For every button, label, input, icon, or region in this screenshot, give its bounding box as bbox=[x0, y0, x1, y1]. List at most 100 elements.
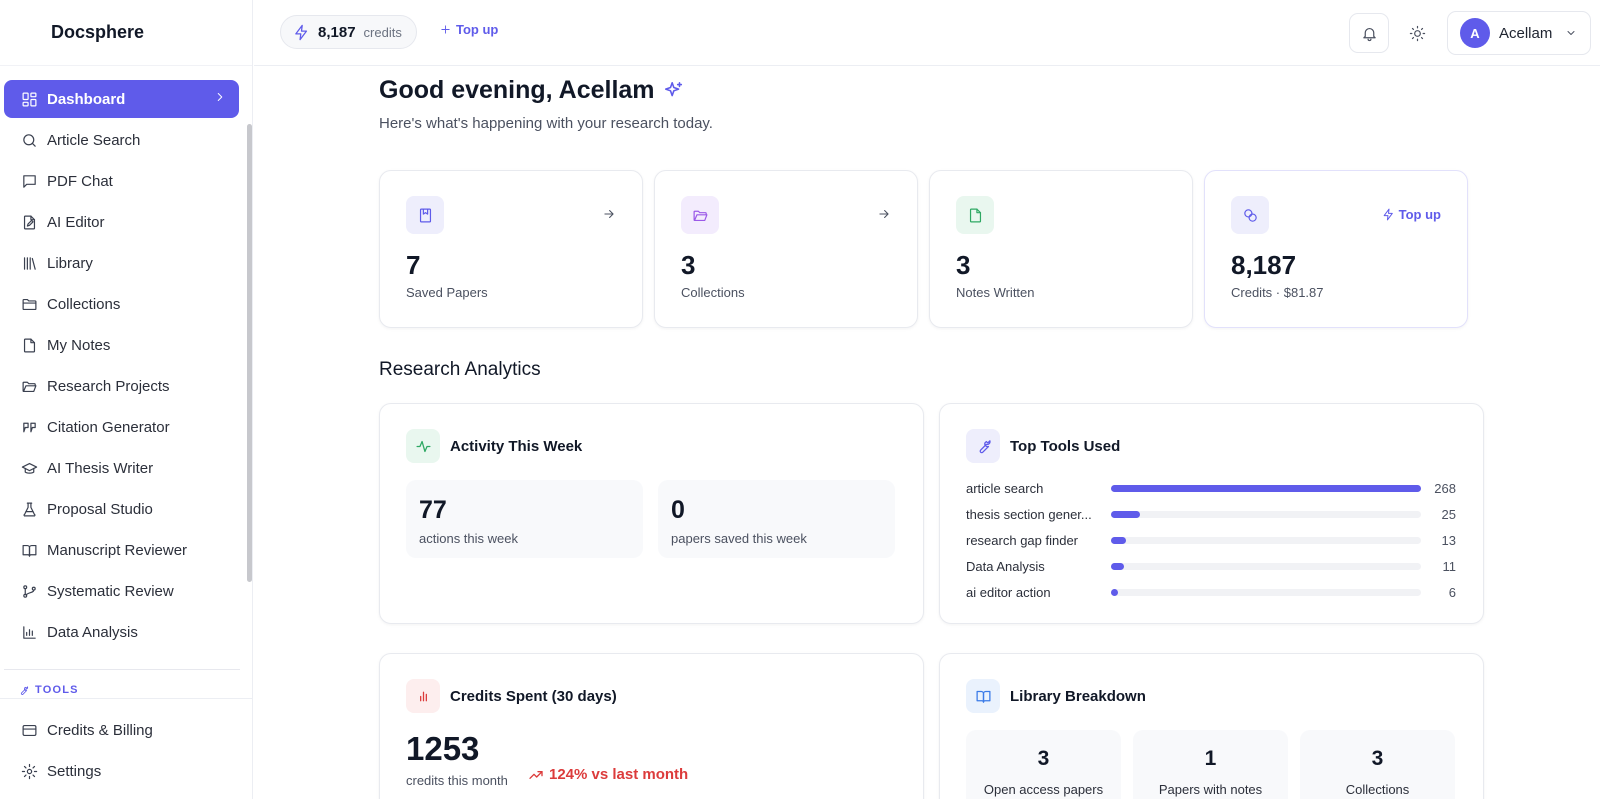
sidebar-item-proposal-studio[interactable]: Proposal Studio bbox=[4, 490, 239, 528]
stat-label: Collections bbox=[681, 285, 745, 300]
credits-card[interactable]: Top up 8,187 Credits · $81.87 bbox=[1204, 170, 1468, 328]
sidebar-item-label: Research Projects bbox=[47, 377, 170, 395]
user-name: Acellam bbox=[1499, 24, 1553, 42]
tool-bar-track bbox=[1111, 562, 1421, 570]
panel-title: Activity This Week bbox=[450, 437, 583, 455]
sidebar-item-label: Manuscript Reviewer bbox=[47, 541, 188, 559]
panel-title: Top Tools Used bbox=[1010, 437, 1121, 455]
sidebar-item-settings[interactable]: Settings bbox=[4, 752, 239, 790]
sidebar-item-library[interactable]: Library bbox=[4, 244, 239, 282]
stat-value: 8,187 bbox=[1231, 250, 1297, 280]
tool-row: thesis section gener... 25 bbox=[966, 504, 1456, 524]
sidebar-item-collections[interactable]: Collections bbox=[4, 285, 239, 323]
sidebar-item-label: AI Thesis Writer bbox=[47, 459, 154, 477]
trending-up-icon bbox=[529, 770, 543, 779]
brand-logo[interactable]: Docsphere bbox=[0, 0, 252, 66]
credits-spent-label: credits this month bbox=[406, 773, 508, 788]
search-icon bbox=[18, 129, 40, 151]
sidebar-item-credits-billing[interactable]: Credits & Billing bbox=[4, 711, 239, 749]
card-topup-button[interactable]: Top up bbox=[1382, 207, 1441, 222]
topup-link[interactable]: Top up bbox=[440, 22, 498, 37]
saved-papers-card[interactable]: 7 Saved Papers bbox=[379, 170, 643, 328]
actions-value: 77 bbox=[419, 496, 447, 524]
sidebar-item-label: Proposal Studio bbox=[47, 500, 153, 518]
tool-row: ai editor action 6 bbox=[966, 582, 1456, 602]
sidebar-divider bbox=[4, 669, 240, 670]
sidebar-item-label: Credits & Billing bbox=[47, 721, 153, 739]
sidebar-item-research-projects[interactable]: Research Projects bbox=[4, 367, 239, 405]
collections-card[interactable]: 3 Collections bbox=[654, 170, 918, 328]
sidebar-item-my-notes[interactable]: My Notes bbox=[4, 326, 239, 364]
bar-chart-icon bbox=[406, 679, 440, 713]
notes-written-card[interactable]: 3 Notes Written bbox=[929, 170, 1193, 328]
wrench-icon bbox=[20, 685, 29, 695]
tool-count: 13 bbox=[1441, 532, 1456, 548]
tool-count: 6 bbox=[1448, 584, 1456, 600]
avatar: A bbox=[1460, 18, 1490, 48]
folder-open-icon bbox=[18, 375, 40, 397]
tools-section-label: TOOLS bbox=[18, 684, 79, 696]
credits-trend: 124% vs last month bbox=[528, 766, 688, 783]
sidebar-item-article-search[interactable]: Article Search bbox=[4, 121, 239, 159]
stat-label: Notes Written bbox=[956, 285, 1035, 300]
sidebar-item-citation-generator[interactable]: Citation Generator bbox=[4, 408, 239, 446]
sidebar-item-dashboard[interactable]: Dashboard bbox=[4, 80, 239, 118]
library-icon bbox=[18, 252, 40, 274]
sidebar-scrollbar[interactable] bbox=[247, 124, 252, 582]
lib-value: 3 bbox=[1037, 747, 1050, 770]
lib-label: Open access papers bbox=[983, 782, 1104, 797]
panel-title: Credits Spent (30 days) bbox=[450, 687, 617, 705]
tool-count: 268 bbox=[1434, 480, 1456, 496]
sun-icon bbox=[1409, 25, 1425, 41]
activity-panel: Activity This Week 77 actions this week … bbox=[379, 403, 924, 624]
credits-pill[interactable]: 8,187 credits bbox=[280, 15, 417, 49]
sidebar-item-label: My Notes bbox=[47, 336, 111, 354]
collections-box: 3 Collections bbox=[1300, 730, 1455, 799]
page-title: Good evening, Acellam bbox=[379, 76, 685, 105]
gear-icon bbox=[18, 760, 40, 782]
flask-icon bbox=[18, 498, 40, 520]
sidebar-item-pdf-chat[interactable]: PDF Chat bbox=[4, 162, 239, 200]
panel-title: Library Breakdown bbox=[1010, 687, 1146, 705]
sidebar-bottom-divider bbox=[0, 698, 252, 699]
tools-label-text: TOOLS bbox=[35, 684, 79, 696]
actions-stat: 77 actions this week bbox=[406, 480, 643, 558]
credits-value: 8,187 bbox=[318, 23, 356, 41]
lib-label: Papers with notes bbox=[1158, 782, 1263, 797]
papers-saved-label: papers saved this week bbox=[671, 531, 807, 546]
note-icon bbox=[956, 196, 994, 234]
chevron-right-icon bbox=[213, 90, 227, 108]
tool-name: ai editor action bbox=[966, 584, 1051, 600]
lib-value: 1 bbox=[1204, 747, 1217, 770]
tool-name: research gap finder bbox=[966, 532, 1079, 548]
tool-bar-track bbox=[1111, 588, 1421, 596]
quote-icon bbox=[18, 416, 40, 438]
lib-label: Collections bbox=[1345, 782, 1410, 797]
papers-saved-stat: 0 papers saved this week bbox=[658, 480, 895, 558]
wrench-icon bbox=[966, 429, 1000, 463]
top-tools-header: Top Tools Used bbox=[966, 429, 1120, 463]
sidebar-item-systematic-review[interactable]: Systematic Review bbox=[4, 572, 239, 610]
chevron-down-icon bbox=[1565, 27, 1577, 39]
theme-toggle-button[interactable] bbox=[1397, 13, 1437, 53]
trend-text: 124% vs last month bbox=[549, 766, 689, 783]
notifications-button[interactable] bbox=[1349, 13, 1389, 53]
user-menu-button[interactable]: A Acellam bbox=[1447, 11, 1591, 55]
sidebar-item-ai-thesis-writer[interactable]: AI Thesis Writer bbox=[4, 449, 239, 487]
book-open-icon bbox=[18, 539, 40, 561]
arrow-right-icon[interactable] bbox=[877, 207, 891, 226]
tool-bar-fill bbox=[1111, 484, 1421, 492]
sidebar-item-label: Dashboard bbox=[47, 90, 126, 108]
sidebar-item-data-analysis[interactable]: Data Analysis bbox=[4, 613, 239, 651]
tool-bar-track bbox=[1111, 510, 1421, 518]
tool-bar-fill bbox=[1111, 562, 1124, 570]
sidebar-item-manuscript-reviewer[interactable]: Manuscript Reviewer bbox=[4, 531, 239, 569]
sidebar-item-ai-editor[interactable]: AI Editor bbox=[4, 203, 239, 241]
page-subtitle: Here's what's happening with your resear… bbox=[379, 115, 713, 132]
sidebar-item-label: Data Analysis bbox=[47, 623, 138, 641]
top-tools-panel: Top Tools Used article search 268 thesis… bbox=[939, 403, 1484, 624]
tool-name: article search bbox=[966, 480, 1044, 496]
plus-icon bbox=[441, 25, 450, 34]
arrow-right-icon[interactable] bbox=[602, 207, 616, 226]
